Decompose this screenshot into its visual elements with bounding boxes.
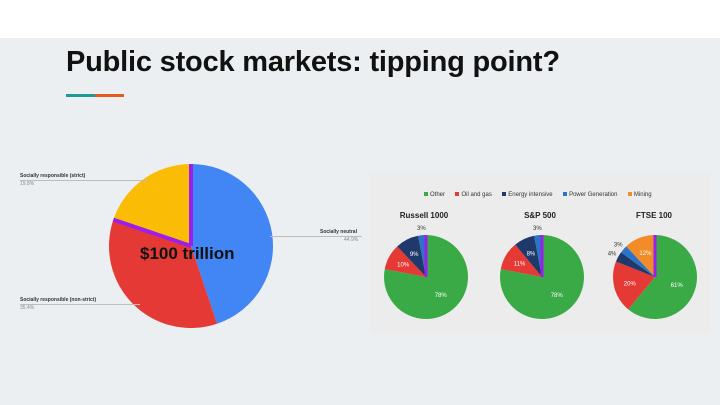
pie-slice-power-generation bbox=[534, 235, 542, 277]
slice-value-label: 3% bbox=[533, 226, 542, 232]
slice-value-label: 78% bbox=[551, 293, 564, 299]
value-strict: 19.8% bbox=[20, 181, 35, 187]
pie-slice-socially-neutral bbox=[191, 164, 273, 324]
value-nonstrict: 35.4% bbox=[20, 305, 35, 311]
pie-slice-oil-and-gas bbox=[613, 261, 655, 310]
slice-value-label: 8% bbox=[527, 251, 536, 257]
pie-slice-energy-intensive bbox=[397, 235, 426, 277]
leader-line-strict bbox=[20, 180, 148, 181]
slice-value-label: 3% bbox=[417, 226, 426, 232]
pie-slice-power-generation bbox=[621, 246, 655, 277]
legend-item-mining: Mining bbox=[627, 192, 652, 198]
slice-value-label: 11% bbox=[514, 262, 526, 268]
legend: Other Oil and gas Energy intensive Power… bbox=[424, 183, 658, 201]
legend-swatch bbox=[502, 192, 507, 197]
leader-line-neutral bbox=[270, 236, 362, 237]
value-neutral: 44.9% bbox=[344, 237, 359, 243]
legend-label: Other bbox=[430, 192, 446, 198]
pie-slice-oil-and-gas bbox=[384, 246, 426, 277]
legend-label: Power Generation bbox=[569, 192, 618, 198]
slice-value-label: 4% bbox=[608, 251, 617, 257]
label-neutral: Socially neutral bbox=[320, 229, 357, 235]
pie-slice-other bbox=[628, 235, 698, 319]
legend-item-oil-gas: Oil and gas bbox=[455, 192, 492, 198]
legend-swatch bbox=[455, 192, 460, 197]
pie-center-label: $100 trillion bbox=[140, 244, 235, 263]
sp500-title: S&P 500 bbox=[524, 211, 556, 220]
highlight-outline bbox=[112, 217, 192, 248]
pie-slice-energy-intensive bbox=[615, 252, 655, 277]
legend-swatch bbox=[627, 192, 632, 197]
slice-value-label: 10% bbox=[397, 262, 410, 268]
slice-value-label: 61% bbox=[671, 283, 684, 289]
pie-slice-power-generation bbox=[418, 235, 426, 277]
legend-item-energy-intensive: Energy intensive bbox=[502, 192, 553, 198]
label-strict: Socially responsible (strict) bbox=[20, 173, 86, 179]
ftse-title: FTSE 100 bbox=[635, 211, 672, 220]
label-nonstrict: Socially responsible (non-strict) bbox=[20, 297, 97, 303]
leader-line-nonstrict bbox=[20, 304, 140, 305]
slice-value-label: 3% bbox=[614, 243, 623, 249]
slice-value-label: 78% bbox=[435, 293, 448, 299]
slice-value-label: 20% bbox=[624, 281, 637, 287]
legend-label: Oil and gas bbox=[461, 192, 492, 198]
legend-item-other: Other bbox=[424, 192, 445, 198]
legend-swatch bbox=[424, 192, 428, 197]
pie-slice-oil-and-gas bbox=[500, 244, 542, 277]
slice-value-label: 12% bbox=[639, 251, 652, 257]
pie-slice-energy-intensive bbox=[515, 235, 542, 277]
accent-orange-segment bbox=[95, 94, 124, 97]
slide-title: Public stock markets: tipping point? bbox=[66, 46, 560, 78]
slice-value-label: 9% bbox=[410, 252, 419, 258]
legend-item-power-generation: Power Generation bbox=[563, 192, 617, 198]
legend-label: Energy intensive bbox=[508, 192, 553, 198]
pie-slice-mining bbox=[626, 235, 655, 277]
legend-swatch bbox=[563, 192, 568, 197]
accent-teal-segment bbox=[66, 94, 95, 97]
legend-label: Mining bbox=[633, 192, 652, 198]
title-accent-bar bbox=[66, 94, 124, 97]
russell-title: Russell 1000 bbox=[399, 211, 449, 220]
